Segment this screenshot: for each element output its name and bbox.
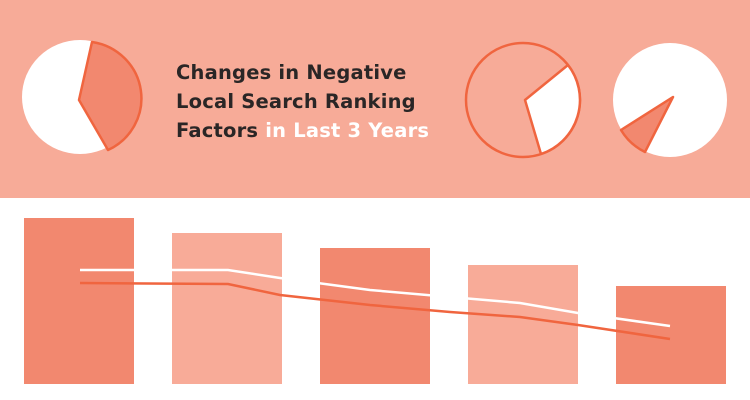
- pie-icon-left: [22, 40, 143, 154]
- title-line-3: Factors in Last 3 Years: [176, 116, 429, 145]
- page-title: Changes in Negative Local Search Ranking…: [176, 58, 429, 145]
- title-line-1: Changes in Negative: [176, 61, 407, 84]
- trend-line-white: [80, 268, 671, 328]
- title-line-3-dark: Factors: [176, 119, 259, 142]
- bar-5: [616, 286, 726, 384]
- title-line-2: Local Search Ranking: [176, 90, 416, 113]
- bar-1: [24, 218, 134, 384]
- bar-4: [468, 265, 578, 384]
- bar-3: [320, 248, 430, 384]
- pie-icon-middle: [464, 41, 582, 159]
- trend-line-orange: [79, 281, 671, 341]
- bar-2: [172, 233, 282, 384]
- pie-icon-right: [613, 43, 727, 157]
- title-highlight: in Last 3 Years: [265, 119, 430, 142]
